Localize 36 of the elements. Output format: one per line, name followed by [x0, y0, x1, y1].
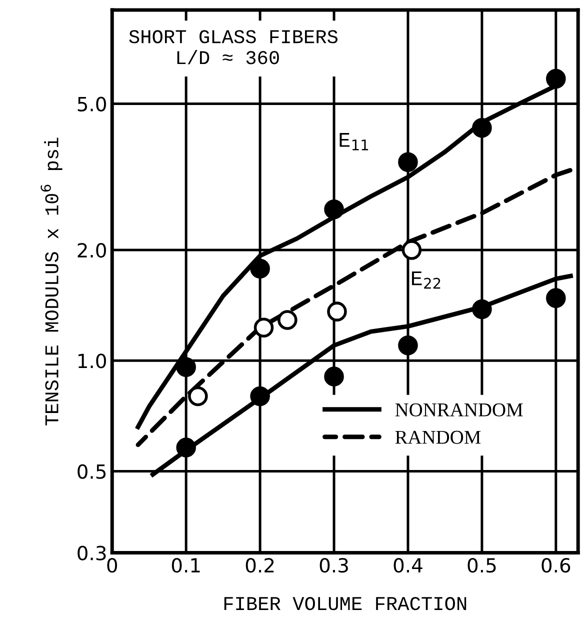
- point: [250, 386, 270, 406]
- point: [546, 288, 566, 308]
- x-tick-label: 0: [107, 558, 118, 573]
- point: [278, 310, 298, 330]
- point: [327, 302, 347, 322]
- point: [398, 336, 418, 356]
- point: [546, 68, 566, 89]
- x-tick-label: 0.4: [394, 558, 422, 573]
- annotation: SHORT GLASS FIBERS L/D ≈ 360: [129, 30, 338, 64]
- point: [176, 357, 196, 378]
- point: [472, 118, 492, 138]
- x-tick-label: 0.3: [320, 558, 348, 573]
- point: [254, 318, 274, 338]
- x-axis-title: FIBER VOLUME FRACTION: [224, 596, 466, 610]
- x-tick-label: 0.5: [468, 558, 496, 573]
- annotation: E$_{22}$: [412, 271, 440, 289]
- legend-label: RANDOM: [395, 430, 481, 444]
- point: [176, 438, 196, 458]
- y-tick-label: 2.0: [78, 242, 106, 258]
- point: [324, 366, 344, 386]
- point: [188, 386, 208, 406]
- x-tick-label: 0.1: [172, 558, 200, 573]
- y-axis-title: TENSILE MODULUS x 10$^{6}$ psi: [40, 138, 62, 426]
- y-tick-label: 0.3: [78, 546, 106, 560]
- point: [402, 240, 422, 260]
- x-tick-label: 0.6: [542, 558, 570, 573]
- y-tick-label: 5.0: [78, 96, 106, 112]
- y-tick-label: 1.0: [78, 354, 106, 368]
- y-tick-label: 0.5: [78, 464, 106, 479]
- x-tick-label: 0.2: [246, 558, 274, 573]
- legend-label: NONRANDOM: [395, 403, 523, 416]
- point: [398, 152, 418, 172]
- point: [324, 200, 344, 220]
- point: [472, 299, 492, 320]
- point: [250, 258, 270, 279]
- annotation: E$_{11}$: [340, 133, 368, 150]
